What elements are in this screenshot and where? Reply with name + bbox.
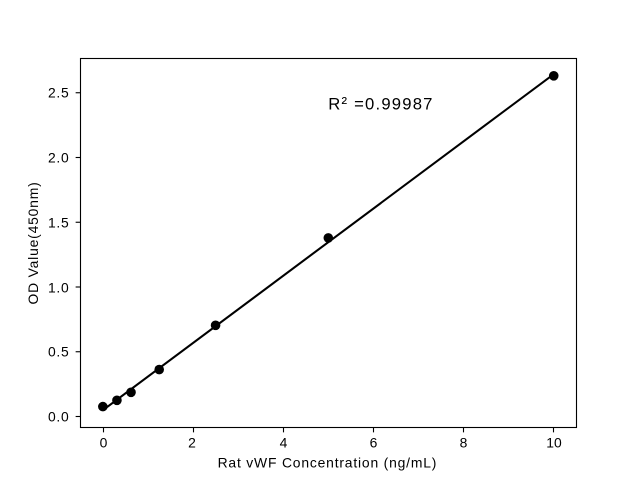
svg-text:10: 10 bbox=[546, 435, 562, 451]
svg-text:2.0: 2.0 bbox=[48, 149, 70, 165]
svg-text:0: 0 bbox=[100, 435, 108, 451]
svg-text:6: 6 bbox=[370, 435, 378, 451]
svg-text:OD Value(450nm): OD Value(450nm) bbox=[25, 181, 41, 304]
svg-text:2: 2 bbox=[188, 435, 196, 451]
svg-text:0.5: 0.5 bbox=[48, 343, 70, 359]
svg-text:1.0: 1.0 bbox=[48, 279, 70, 295]
svg-text:4: 4 bbox=[280, 435, 288, 451]
svg-text:2.5: 2.5 bbox=[48, 84, 70, 100]
svg-text:0.0: 0.0 bbox=[48, 408, 70, 424]
svg-text:1.5: 1.5 bbox=[48, 214, 70, 230]
svg-text:R² =0.99987: R² =0.99987 bbox=[328, 94, 433, 114]
svg-text:8: 8 bbox=[460, 435, 468, 451]
svg-text:Rat vWF Concentration (ng/mL): Rat vWF Concentration (ng/mL) bbox=[218, 454, 438, 470]
